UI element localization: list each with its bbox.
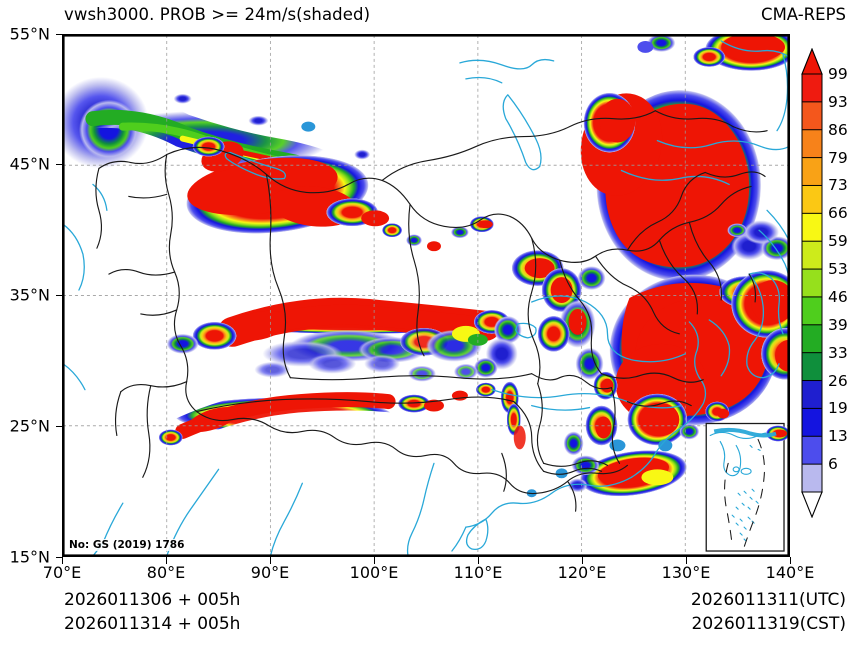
shade-region-tarim: [254, 353, 478, 382]
colorbar-label-79: 79: [828, 148, 848, 167]
lon-tick-110: [478, 557, 479, 564]
lon-tick-70: [62, 557, 63, 564]
map-canvas: [63, 35, 789, 556]
map-attribution: No: GS (2019) 1786: [68, 539, 186, 551]
lon-tick-120: [582, 557, 583, 564]
lon-tick-label-130: 130°E: [661, 563, 711, 582]
colorbar-label-19: 19: [828, 399, 848, 418]
lon-tick-label-80: 80°E: [146, 563, 186, 582]
footer-left-line-2: 2026011314 + 005h: [64, 614, 241, 634]
lon-tick-label-70: 70°E: [42, 563, 82, 582]
administrative-border-layer: [95, 110, 768, 512]
lon-tick-90: [270, 557, 271, 564]
colorbar-label-66: 66: [828, 204, 848, 223]
latitude-axis: 55°N 45°N 35°N 25°N 15°N: [0, 0, 58, 647]
shade-region-kunlun: [166, 283, 522, 378]
colorbar-label-53: 53: [828, 260, 848, 279]
colorbar-label-13: 13: [828, 427, 848, 446]
colorbar-label-33: 33: [828, 343, 848, 362]
footer-right-line-2: 2026011319(CST): [691, 614, 846, 634]
map-gridlines: [63, 35, 789, 556]
lon-tick-label-110: 110°E: [453, 563, 503, 582]
footer-left-line-1: 2026011306 + 005h: [64, 590, 241, 610]
colorbar-label-26: 26: [828, 371, 848, 390]
lat-tick-35: [56, 295, 63, 296]
probability-colorbar[interactable]: [800, 48, 824, 518]
lat-tick-55: [56, 34, 63, 35]
colorbar-svg: [801, 48, 823, 518]
lat-tick-label-35: 35°N: [9, 285, 50, 305]
colorbar-label-93: 93: [828, 92, 848, 111]
colorbar-label-59: 59: [828, 232, 848, 251]
run-time-footer: 2026011306 + 005h 2026011314 + 005h 2026…: [0, 590, 860, 646]
footer-right-line-1: 2026011311(UTC): [690, 590, 846, 610]
lon-tick-140: [790, 557, 791, 564]
lat-tick-label-15: 15°N: [9, 547, 50, 567]
lat-tick-45: [56, 164, 63, 165]
lon-tick-label-140: 140°E: [765, 563, 815, 582]
colorbar-label-6: 6: [828, 455, 838, 474]
longitude-axis: 70°E 80°E 90°E 100°E 110°E 120°E 130°E 1…: [0, 563, 860, 589]
lon-tick-label-100: 100°E: [349, 563, 399, 582]
colorbar-bands: [801, 48, 823, 518]
lon-tick-label-90: 90°E: [250, 563, 290, 582]
lon-tick-100: [374, 557, 375, 564]
shade-region-northeast-china: [580, 89, 779, 446]
shade-region-xinjiang-scatter: [173, 93, 494, 252]
lon-tick-label-120: 120°E: [557, 563, 607, 582]
lat-tick-15: [56, 557, 63, 558]
coastline-layer: [63, 40, 789, 556]
colorbar-label-99: 99: [828, 65, 848, 83]
colorbar-label-39: 39: [828, 315, 848, 334]
model-source-label: CMA-REPS: [761, 5, 846, 24]
lon-tick-80: [166, 557, 167, 564]
lat-tick-label-55: 55°N: [9, 24, 50, 44]
lat-tick-25: [56, 426, 63, 427]
colorbar-label-73: 73: [828, 176, 848, 195]
colorbar-label-46: 46: [828, 287, 848, 306]
shade-region-junggar: [186, 136, 390, 234]
chart-title: vwsh3000. PROB >= 24m/s(shaded): [64, 5, 371, 24]
colorbar-label-86: 86: [828, 120, 848, 139]
lat-tick-label-45: 45°N: [9, 154, 50, 174]
inset-shading: [713, 425, 789, 442]
colorbar-tick-labels: 99 93 86 79 73 66 59 53 46 39 33 26 19 13 6: [828, 48, 860, 518]
south-china-sea-inset: [705, 422, 789, 552]
lon-tick-130: [686, 557, 687, 564]
lat-tick-label-25: 25°N: [9, 416, 50, 436]
shade-region-taiwan: [567, 450, 687, 497]
map-plot-area[interactable]: No: GS (2019) 1786: [62, 34, 790, 557]
